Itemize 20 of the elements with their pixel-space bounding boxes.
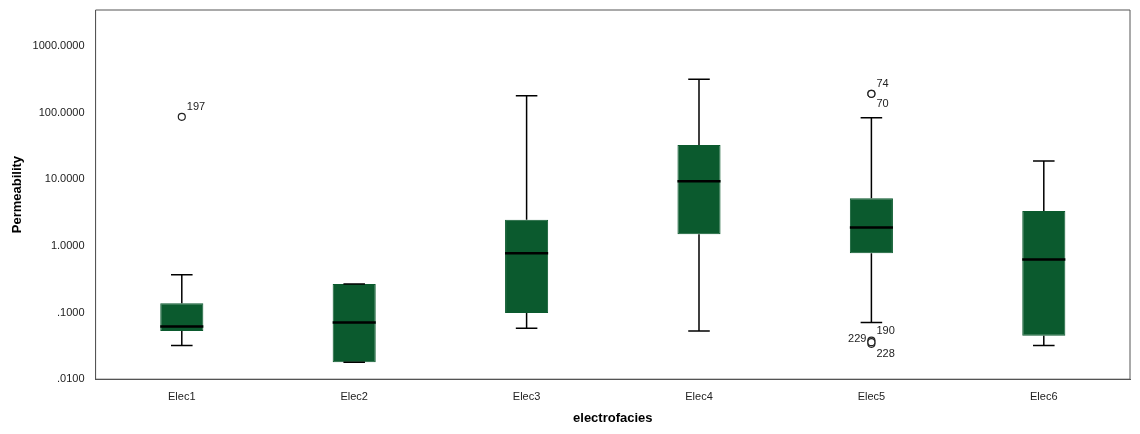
annotation: 229 [848,332,867,345]
y-tick-label: 1.0000 [50,239,85,252]
x-tick-label: Elec4 [685,389,713,402]
annotation: 74 [876,76,889,89]
x-tick-label: Elec6 [1030,389,1058,402]
x-tick-label: Elec1 [168,389,196,402]
annotation: 228 [876,346,895,359]
annotation: 70 [876,96,889,109]
y-tick-label: .0100 [57,372,85,385]
x-tick-label: Elec5 [857,389,886,402]
y-tick-label: .1000 [57,305,85,318]
annotation: 197 [186,99,206,112]
y-tick-label: 10.0000 [44,172,85,185]
x-axis-title: electrofacies [573,409,653,425]
y-tick-label: 100.0000 [38,105,85,118]
y-axis-title: Permeability [9,155,25,234]
y-tick-label: 1000.0000 [32,39,85,52]
x-tick-label: Elec3 [512,389,541,402]
annotation: 190 [876,323,895,336]
x-tick-label: Elec2 [340,389,368,402]
